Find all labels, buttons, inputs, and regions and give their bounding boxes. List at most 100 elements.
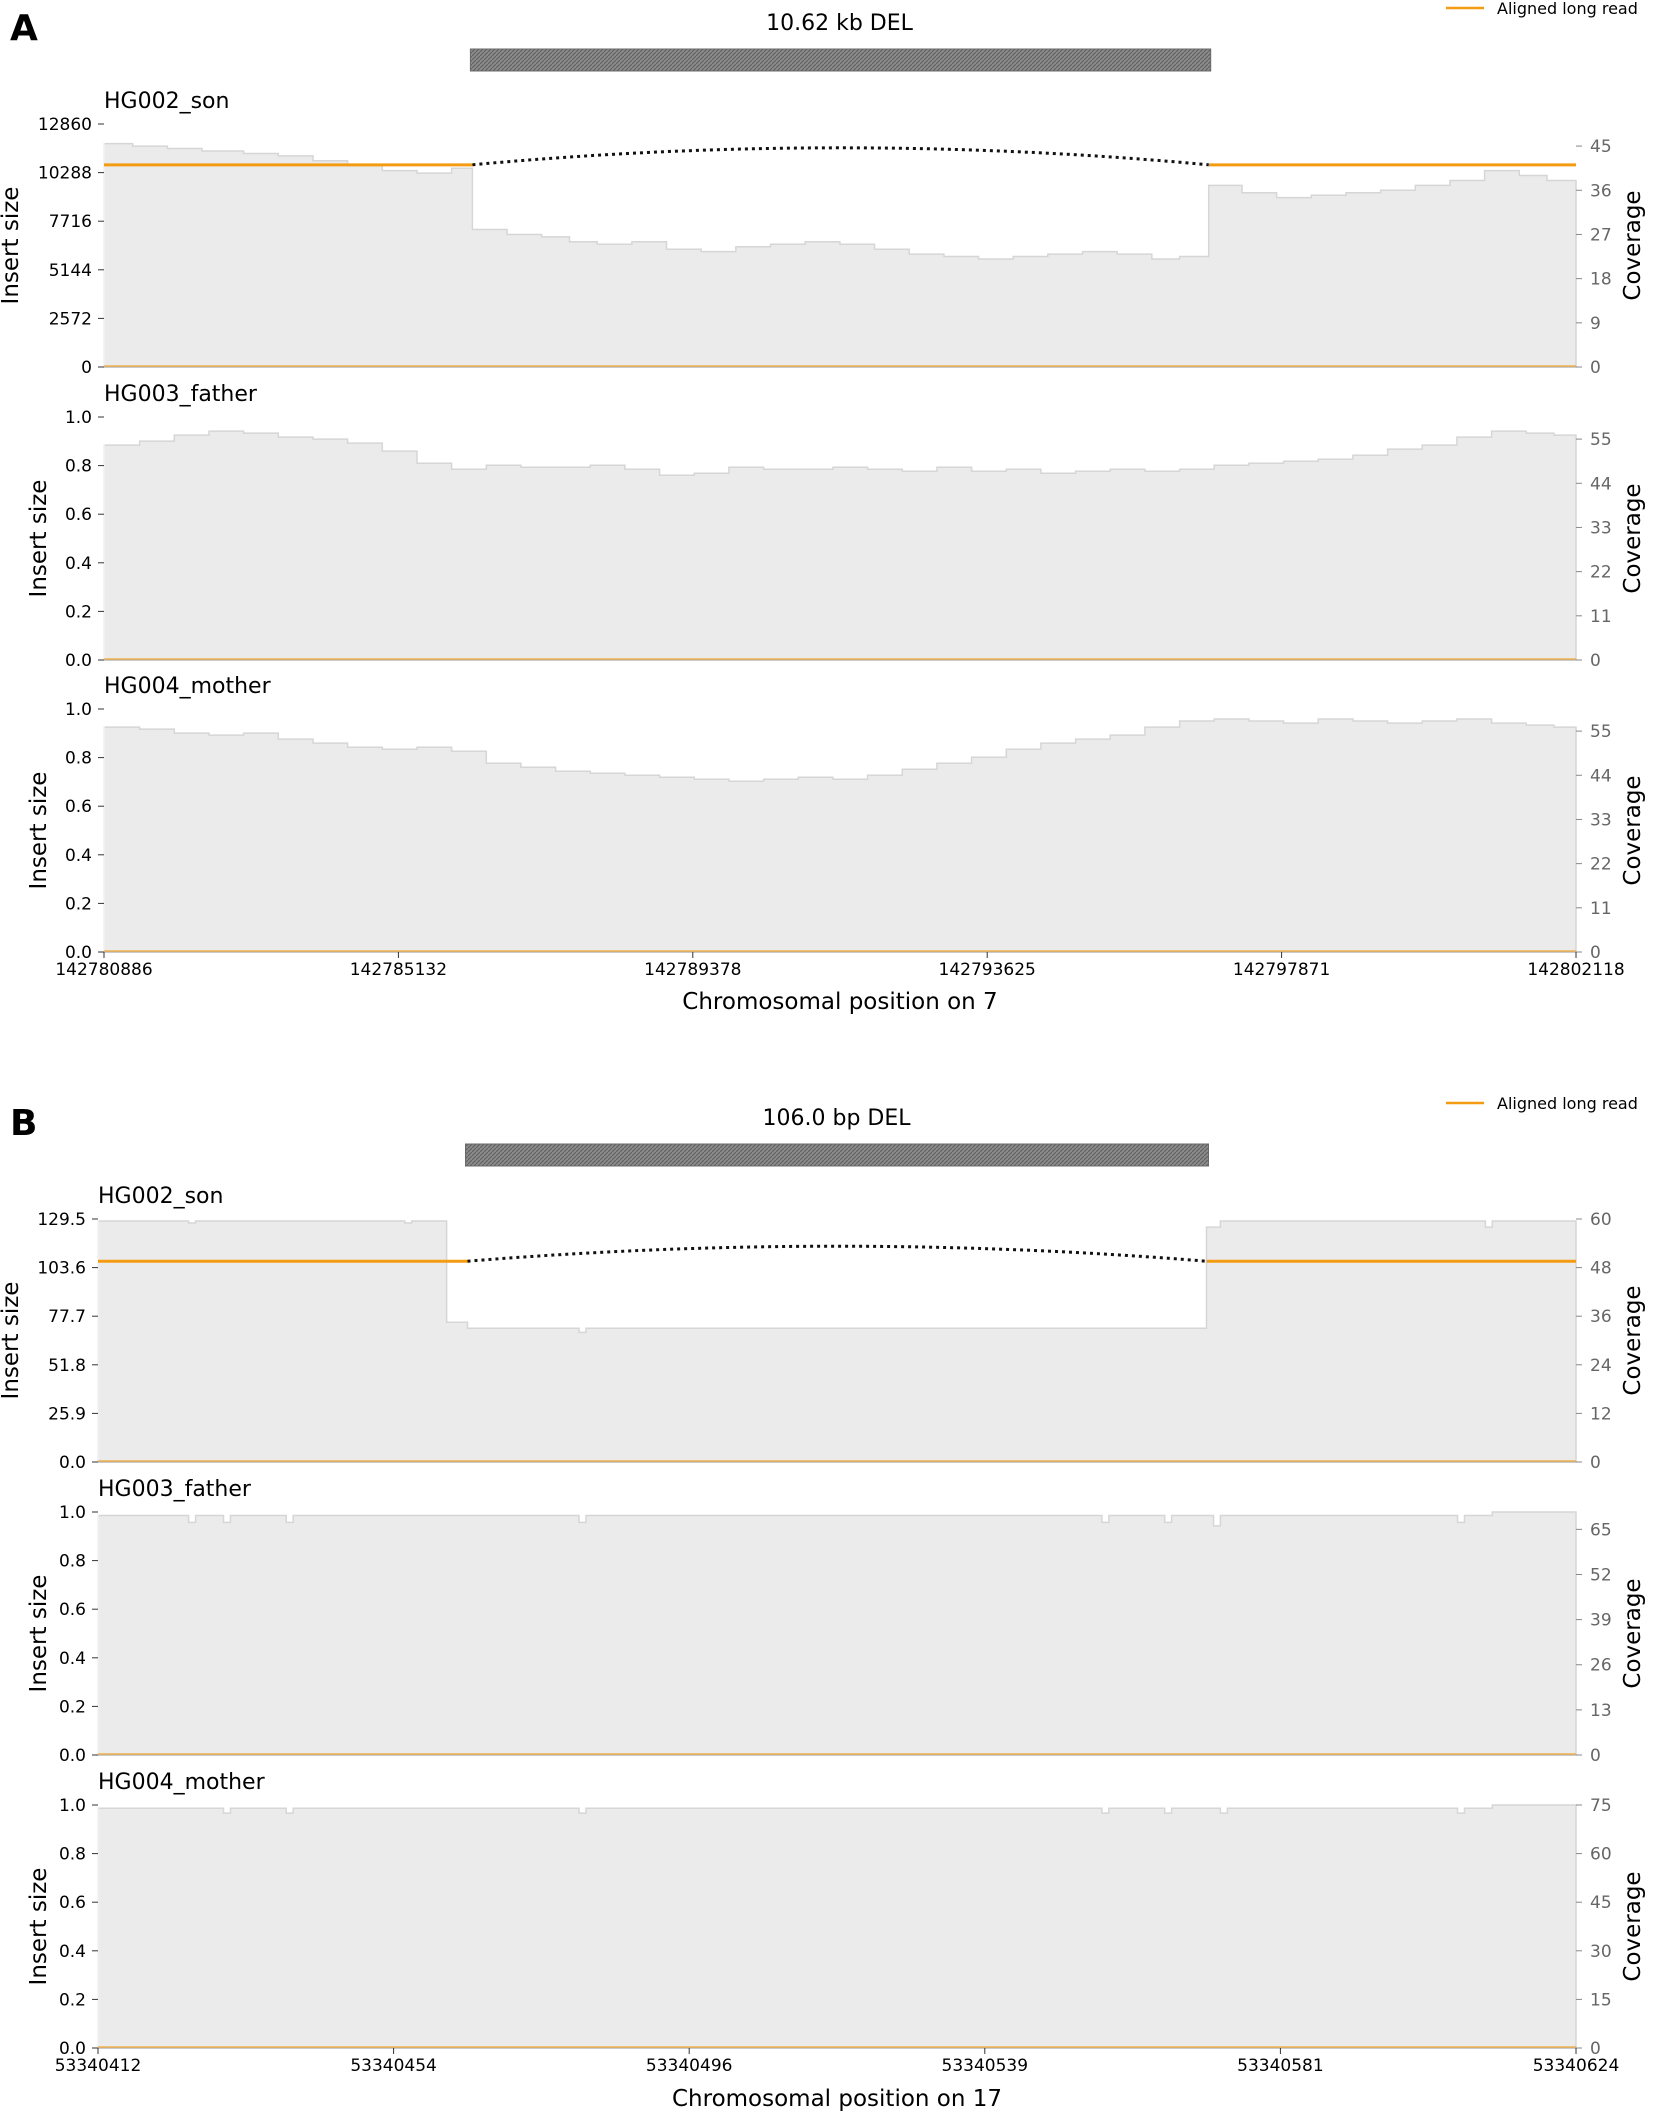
coverage-tick-label: 36	[1590, 1307, 1612, 1327]
track-name: HG004_mother	[104, 674, 272, 699]
variant-title: 10.62 kb DEL	[766, 11, 914, 36]
coverage-axis-label: Coverage	[1620, 190, 1646, 300]
x-axis-label: Chromosomal position on 7	[682, 989, 997, 1015]
x-tick-label: 53340496	[646, 2056, 733, 2076]
track-hg002-son: HG002_son 0 2572 5144 7716 10288 12860 0 9 18 27 36…	[0, 89, 1646, 378]
panel-b: B 106.0 bp DEL Aligned long read HG002_son 0…	[0, 1094, 1646, 2111]
y-axis-label: Insert size	[26, 480, 52, 598]
coverage-tick-label: 36	[1590, 181, 1612, 201]
coverage-tick-label: 18	[1590, 270, 1612, 290]
x-tick-label: 53340454	[350, 2056, 437, 2076]
coverage-tick-label: 11	[1590, 899, 1612, 919]
y-tick-label: 103.6	[37, 1259, 86, 1279]
track-hg004-mother: HG004_mother 0.0 0.2 0.4 0.6 0.8 1.0 0 15 30 45 60 7…	[26, 1770, 1646, 2059]
variant-bar	[465, 1143, 1209, 1167]
y-axis-label: Insert size	[0, 1282, 24, 1400]
panel-letter: A	[10, 8, 38, 49]
coverage-tick-label: 11	[1590, 607, 1612, 627]
y-tick-label: 0.8	[65, 749, 92, 769]
y-tick-label: 2572	[49, 309, 92, 329]
coverage-area	[97, 1511, 1577, 1756]
y-tick-label: 129.5	[37, 1210, 86, 1230]
split-read-arc	[467, 1244, 1207, 1263]
track-name: HG002_son	[104, 89, 229, 114]
coverage-area	[97, 1220, 1577, 1463]
coverage-tick-label: 44	[1590, 766, 1612, 786]
x-tick-label: 53340539	[942, 2056, 1029, 2076]
y-tick-label: 0.8	[59, 1845, 86, 1865]
y-tick-label: 0.8	[59, 1552, 86, 1572]
coverage-area	[97, 1804, 1577, 2049]
coverage-tick-label: 26	[1590, 1656, 1612, 1676]
coverage-tick-label: 24	[1590, 1356, 1612, 1376]
coverage-tick-label: 55	[1590, 722, 1612, 742]
y-tick-label: 0.2	[65, 602, 92, 622]
coverage-tick-label: 33	[1590, 518, 1612, 538]
y-tick-label: 1.0	[59, 1503, 86, 1523]
coverage-tick-label: 0	[1590, 1453, 1601, 1473]
coverage-tick-label: 65	[1590, 1520, 1612, 1540]
y-tick-label: 0.0	[59, 2039, 86, 2059]
coverage-axis-label: Coverage	[1620, 483, 1646, 593]
coverage-tick-label: 0	[1590, 1746, 1601, 1766]
variant-title: 106.0 bp DEL	[763, 1106, 912, 1131]
coverage-tick-label: 0	[1590, 943, 1601, 963]
coverage-tick-label: 45	[1590, 1893, 1612, 1913]
coverage-tick-label: 13	[1590, 1701, 1612, 1721]
coverage-tick-label: 27	[1590, 225, 1612, 245]
variant-bar	[469, 48, 1212, 72]
y-tick-label: 77.7	[48, 1307, 86, 1327]
y-tick-label: 0.0	[65, 943, 92, 963]
track-name: HG003_father	[98, 1477, 252, 1502]
panel-letter: B	[10, 1103, 37, 1144]
coverage-tick-label: 22	[1590, 563, 1612, 583]
coverage-tick-label: 75	[1590, 1796, 1612, 1816]
x-tick-label: 142797871	[1233, 960, 1330, 980]
track-hg003-father: HG003_father 0.0 0.2 0.4 0.6 0.8 1.0 0 13 26 39 52 6…	[26, 1477, 1646, 1766]
coverage-tick-label: 12	[1590, 1404, 1612, 1424]
coverage-tick-label: 44	[1590, 474, 1612, 494]
coverage-tick-label: 60	[1590, 1210, 1612, 1230]
y-tick-label: 1.0	[65, 408, 92, 428]
track-name: HG004_mother	[98, 1770, 266, 1795]
coverage-tick-label: 45	[1590, 137, 1612, 157]
coverage-tick-label: 52	[1590, 1565, 1612, 1585]
coverage-tick-label: 33	[1590, 810, 1612, 830]
track-hg004-mother: HG004_mother 0.0 0.2 0.4 0.6 0.8 1.0 0 11 22 33 44 5…	[26, 674, 1646, 963]
y-tick-label: 0.0	[59, 1453, 86, 1473]
x-tick-label: 142802118	[1527, 960, 1624, 980]
y-axis-label: Insert size	[26, 1575, 52, 1693]
y-tick-label: 0.6	[65, 797, 92, 817]
coverage-area	[103, 430, 1577, 661]
track-name: HG002_son	[98, 1184, 223, 1209]
y-tick-label: 1.0	[59, 1796, 86, 1816]
coverage-tick-label: 22	[1590, 855, 1612, 875]
track-hg003-father: HG003_father 0.0 0.2 0.4 0.6 0.8 1.0 0 11 22 33 44 5…	[26, 382, 1646, 671]
track-name: HG003_father	[104, 382, 258, 407]
x-tick-label: 142793625	[939, 960, 1036, 980]
coverage-tick-label: 48	[1590, 1259, 1612, 1279]
y-tick-label: 0.2	[59, 1990, 86, 2010]
coverage-area	[103, 142, 1577, 368]
split-read-arc	[472, 146, 1209, 167]
y-tick-label: 0.4	[59, 1649, 86, 1669]
x-tick-label: 142785132	[350, 960, 447, 980]
y-tick-label: 25.9	[48, 1404, 86, 1424]
y-tick-label: 0.6	[65, 505, 92, 525]
coverage-tick-label: 0	[1590, 651, 1601, 671]
y-tick-label: 0.4	[65, 846, 92, 866]
y-tick-label: 0.6	[59, 1893, 86, 1913]
y-tick-label: 0	[81, 358, 92, 378]
y-tick-label: 0.4	[59, 1942, 86, 1962]
coverage-tick-label: 39	[1590, 1611, 1612, 1631]
coverage-tick-label: 0	[1590, 358, 1601, 378]
coverage-axis-label: Coverage	[1620, 775, 1646, 885]
y-tick-label: 0.4	[65, 554, 92, 574]
coverage-tick-label: 0	[1590, 2039, 1601, 2059]
x-tick-label: 53340412	[55, 2056, 142, 2076]
coverage-axis-label: Coverage	[1620, 1285, 1646, 1395]
coverage-area	[103, 718, 1577, 953]
y-tick-label: 10288	[38, 164, 92, 184]
y-axis-label: Insert size	[26, 1868, 52, 1986]
y-tick-label: 0.2	[59, 1697, 86, 1717]
